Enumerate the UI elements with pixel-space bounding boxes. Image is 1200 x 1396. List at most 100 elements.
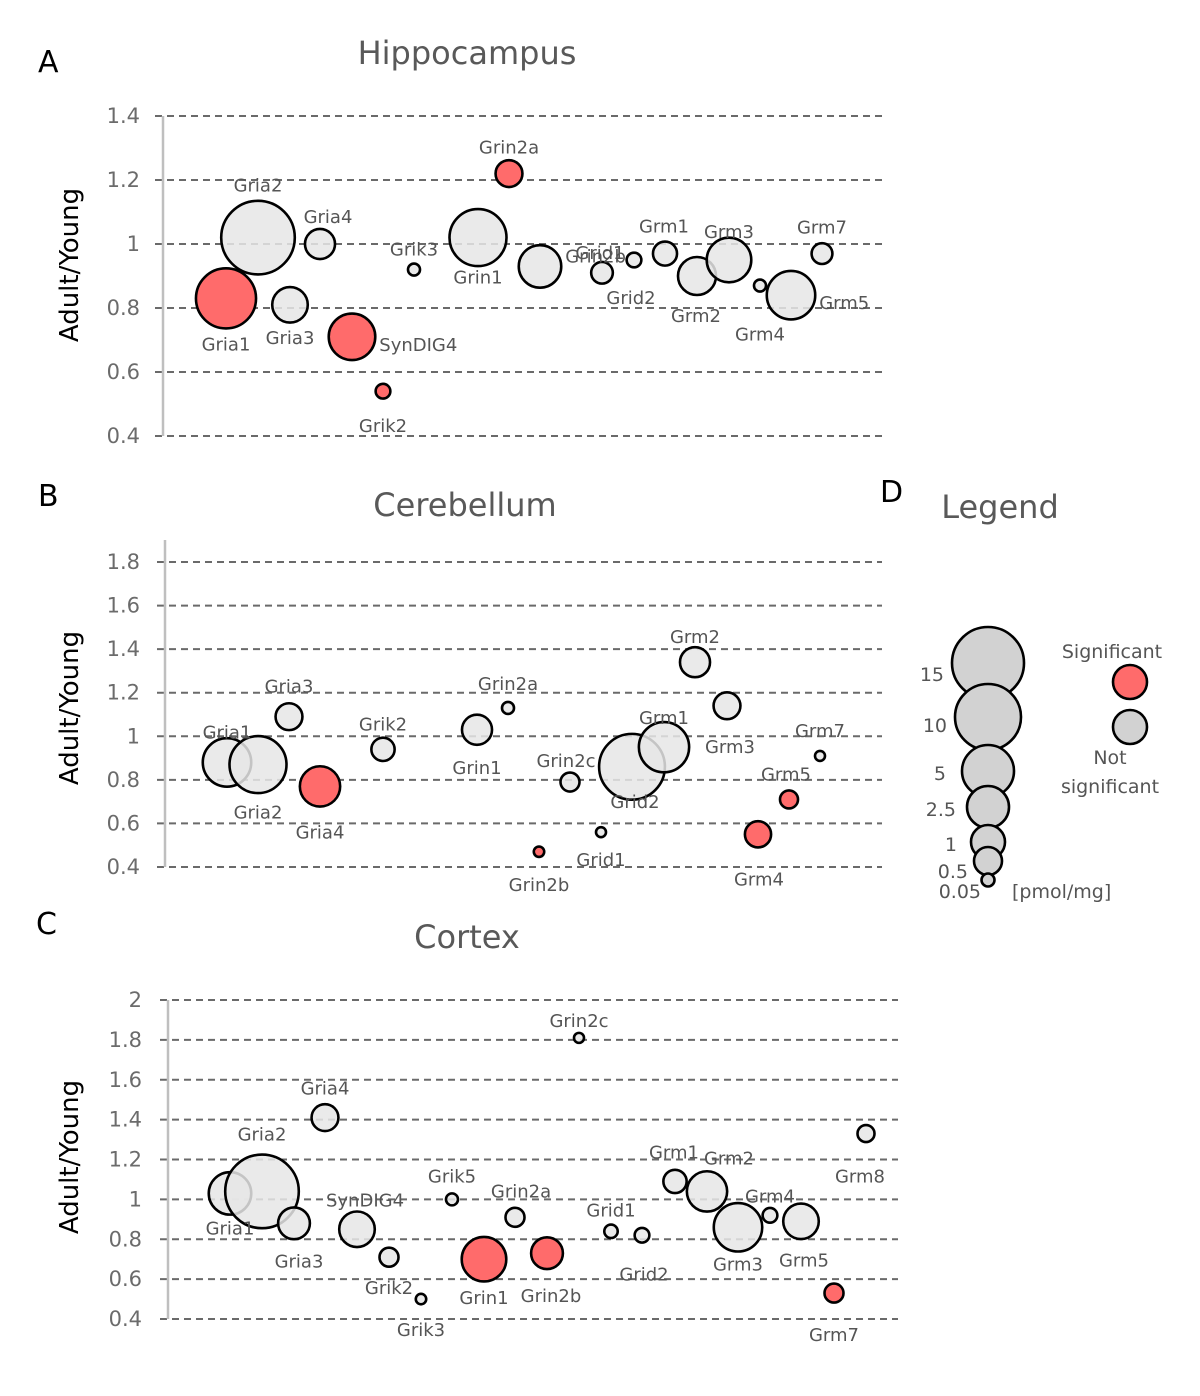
- point-label-grin2a: Grin2a: [491, 1181, 551, 1202]
- legend-bubble-10: [953, 682, 1023, 752]
- point-label-grid1: Grid1: [586, 1200, 635, 1221]
- y-tick-label: 1.8: [107, 550, 140, 574]
- point-label-gria3: Gria3: [275, 1251, 324, 1272]
- y-tick-label: 0.6: [107, 360, 140, 384]
- point-label-gria4: Gria4: [296, 822, 345, 843]
- y-tick-label: 1.4: [107, 104, 140, 128]
- point-label-grid2: Grid2: [619, 1264, 668, 1285]
- point-label-grik2: Grik2: [365, 1278, 413, 1299]
- bubble-grik3: [406, 262, 422, 277]
- panel-d-legend: D Legend 15 10 5 2.5 1 0.5 0.05 [pmol/mg…: [880, 475, 1162, 903]
- bubble-grm1: [651, 240, 679, 267]
- legend-title: Legend: [941, 488, 1059, 526]
- y-tick-label: 1.8: [109, 1028, 142, 1052]
- legend-significant-label: Significant: [1062, 641, 1162, 663]
- y-tick-label: 0.4: [109, 1307, 142, 1331]
- panel-letter-b: B: [38, 479, 59, 514]
- bubble-syndig4: [337, 1210, 377, 1249]
- point-label-gria3: Gria3: [265, 677, 314, 698]
- point-label-grm4: Grm4: [735, 325, 785, 346]
- y-axis-label-a: Adult/Young: [55, 188, 85, 342]
- point-label-grm4: Grm4: [734, 869, 784, 890]
- bubble-syndig4: [327, 312, 377, 362]
- point-label-gria4: Gria4: [301, 1079, 350, 1100]
- point-label-gria1: Gria1: [202, 334, 251, 355]
- legend-bubble-0.05: [980, 872, 996, 888]
- point-label-grin1: Grin1: [453, 268, 502, 289]
- y-tick-label: 1: [127, 232, 140, 256]
- panel-c: C Cortex Adult/Young 0.4 0.6 0.8 1 1.2 1.4 1.6…: [36, 907, 898, 1346]
- point-label-grin2c: Grin2c: [536, 751, 595, 772]
- bubble-gria1: [194, 267, 258, 330]
- point-label-grm3: Grm3: [705, 737, 755, 758]
- point-label-grm5: Grm5: [819, 293, 869, 314]
- legend-size-label-5: 5: [934, 763, 946, 785]
- y-tick-label: 0.6: [107, 811, 140, 835]
- bubble-grin2c: [559, 771, 581, 793]
- bubble-gria2: [223, 1153, 301, 1230]
- bubble-grm4: [752, 278, 768, 293]
- point-label-gria1: Gria1: [203, 722, 252, 743]
- legend-bubble-2.5: [965, 784, 1011, 830]
- y-tick-label: 0.6: [109, 1267, 142, 1291]
- legend-size-label-0.05: 0.05: [939, 881, 981, 903]
- y-tick-label: 1.2: [107, 168, 140, 192]
- y-ticks-c: 0.4 0.6 0.8 1 1.2 1.4 1.6 1.8 2: [109, 988, 142, 1331]
- point-label-grin2a: Grin2a: [479, 138, 539, 159]
- point-label-grm7: Grm7: [795, 721, 845, 742]
- bubbles-a: [194, 158, 834, 400]
- bubble-gria4: [310, 1102, 340, 1133]
- y-ticks-a: 0.4 0.6 0.8 1 1.2 1.4: [107, 104, 140, 448]
- y-tick-label: 1.2: [107, 681, 140, 705]
- bubble-grm5: [765, 269, 817, 321]
- y-tick-label: 0.4: [107, 855, 140, 879]
- bubble-grin2b: [517, 243, 563, 289]
- legend-significant-swatch: [1111, 663, 1149, 701]
- point-label-grm2: Grm2: [671, 306, 721, 327]
- point-label-grik2: Grik2: [359, 416, 407, 437]
- bubble-grin1: [460, 713, 494, 747]
- y-tick-label: 1: [129, 1187, 142, 1211]
- panel-letter-d: D: [880, 475, 903, 510]
- bubble-grid1: [589, 260, 615, 285]
- bubble-grik2: [374, 382, 392, 400]
- bubble-grm5: [778, 789, 800, 810]
- bubble-grid1: [602, 1223, 620, 1240]
- point-label-grid2: Grid2: [610, 792, 659, 813]
- bubble-grm8: [856, 1123, 876, 1144]
- bubble-grid2: [625, 251, 643, 269]
- bubble-gria3: [274, 701, 304, 732]
- bubble-gria4: [303, 227, 337, 261]
- point-label-grm1: Grm1: [649, 1142, 699, 1163]
- bubble-grm1: [637, 720, 691, 774]
- y-axis-label-c: Adult/Young: [55, 1080, 85, 1234]
- point-label-grm8: Grm8: [835, 1167, 885, 1188]
- bubble-grm3: [705, 236, 753, 284]
- bubble-grik5: [444, 1192, 460, 1207]
- bubble-grm5: [781, 1202, 821, 1241]
- bubble-grin1: [460, 1235, 508, 1283]
- point-labels-a: Gria1 Gria2 Gria3 Gria4 SynDIG4 Grik2 Grik3 Gri…: [202, 138, 870, 438]
- chart-title-cerebellum: Cerebellum: [373, 486, 556, 524]
- bubble-grin2a: [500, 700, 516, 716]
- point-label-grik2: Grik2: [359, 714, 407, 735]
- y-tick-label: 0.8: [107, 768, 140, 792]
- chart-title-hippocampus: Hippocampus: [358, 34, 577, 72]
- bubble-grm7: [810, 241, 834, 266]
- point-label-grm1: Grm1: [639, 708, 689, 729]
- bubble-grik3: [414, 1292, 428, 1306]
- legend-size-bubbles: [950, 625, 1026, 888]
- point-label-gria2: Gria2: [238, 1124, 287, 1145]
- point-label-grid2: Grid2: [606, 288, 655, 309]
- bubble-grm7: [823, 1282, 845, 1304]
- gridlines-b: [157, 561, 882, 868]
- y-tick-label: 1.4: [109, 1108, 142, 1132]
- bubble-grin2a: [494, 158, 524, 189]
- legend-size-label-0.5: 0.5: [938, 861, 968, 883]
- y-tick-label: 0.8: [107, 296, 140, 320]
- y-tick-label: 0.8: [109, 1227, 142, 1251]
- point-label-grik3: Grik3: [397, 1320, 445, 1341]
- bubble-grm2: [685, 1169, 729, 1213]
- point-label-grin1: Grin1: [459, 1288, 508, 1309]
- bubble-grm4: [743, 819, 773, 849]
